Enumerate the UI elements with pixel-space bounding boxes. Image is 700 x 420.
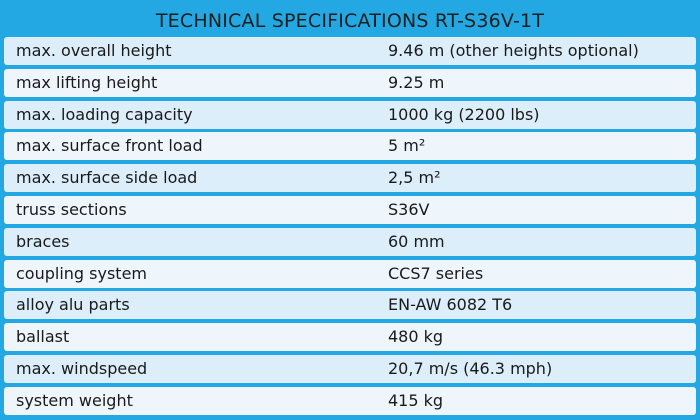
spec-label: coupling system	[16, 264, 147, 283]
spec-row: max. overall height 9.46 m (other heights…	[4, 37, 696, 65]
spec-row: max. surface front load 5 m²	[4, 132, 696, 160]
spec-table: max. overall height 9.46 m (other heights…	[4, 36, 696, 418]
spec-label: max lifting height	[16, 73, 158, 92]
spec-value: 480 kg	[388, 327, 444, 346]
spec-row: system weight 415 kg	[4, 387, 696, 415]
spec-row: ballast 480 kg	[4, 323, 696, 351]
spec-label: system weight	[16, 391, 133, 410]
spec-label: max. overall height	[16, 41, 172, 60]
spec-row: braces 60 mm	[4, 228, 696, 256]
spec-value: EN-AW 6082 T6	[388, 295, 513, 314]
spec-value: 9.46 m (other heights optional)	[388, 41, 639, 60]
spec-row: coupling system CCS7 series	[4, 260, 696, 288]
spec-value: CCS7 series	[388, 264, 484, 283]
spec-row: alloy alu parts EN-AW 6082 T6	[4, 291, 696, 319]
spec-label: max. loading capacity	[16, 105, 193, 124]
spec-value: 20,7 m/s (46.3 mph)	[388, 359, 553, 378]
spec-label: alloy alu parts	[16, 295, 130, 314]
spec-row: truss sections S36V	[4, 196, 696, 224]
spec-row: max. surface side load 2,5 m²	[4, 164, 696, 192]
spec-value: 1000 kg (2200 lbs)	[388, 105, 540, 124]
spec-title: TECHNICAL SPECIFICATIONS RT-S36V-1T	[155, 10, 545, 32]
spec-label: braces	[16, 232, 70, 251]
spec-label: ballast	[16, 327, 70, 346]
spec-value: 2,5 m²	[388, 168, 441, 187]
spec-label: truss sections	[16, 200, 127, 219]
spec-row: max lifting height 9.25 m	[4, 69, 696, 97]
spec-value: S36V	[388, 200, 430, 219]
spec-value: 60 mm	[388, 232, 445, 251]
spec-value: 415 kg	[388, 391, 444, 410]
spec-value: 9.25 m	[388, 73, 445, 92]
spec-label: max. windspeed	[16, 359, 148, 378]
spec-value: 5 m²	[388, 136, 426, 155]
spec-label: max. surface side load	[16, 168, 198, 187]
spec-row: max. windspeed 20,7 m/s (46.3 mph)	[4, 355, 696, 383]
spec-row: max. loading capacity 1000 kg (2200 lbs)	[4, 101, 696, 129]
spec-label: max. surface front load	[16, 136, 203, 155]
